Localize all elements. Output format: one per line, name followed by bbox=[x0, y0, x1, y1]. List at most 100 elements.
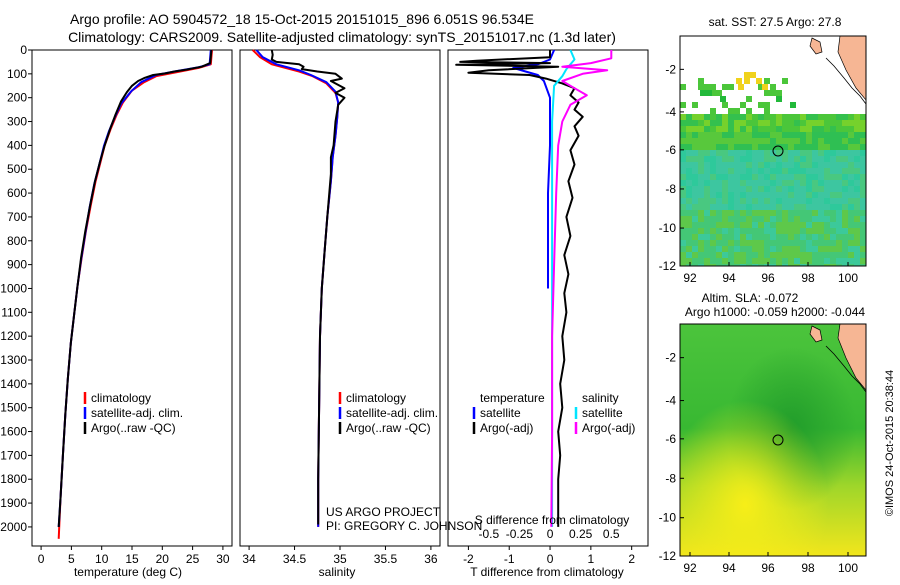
sst-cell bbox=[740, 162, 746, 168]
sst-cell bbox=[686, 228, 692, 234]
depth-tick-label: 900 bbox=[7, 258, 27, 272]
sst-cell bbox=[752, 246, 758, 252]
sst-cell bbox=[854, 180, 860, 186]
sst-cell bbox=[692, 168, 698, 174]
sst-cell bbox=[842, 156, 848, 162]
sst-cell bbox=[782, 78, 788, 84]
sst-cell bbox=[686, 174, 692, 180]
x-tick-label: 34 bbox=[242, 552, 256, 566]
sst-cell bbox=[836, 228, 842, 234]
sst-cell bbox=[722, 162, 728, 168]
sst-cell bbox=[770, 240, 776, 246]
sst-cell bbox=[686, 204, 692, 210]
sst-cell bbox=[788, 240, 794, 246]
sst-cell bbox=[788, 252, 794, 258]
sst-cell bbox=[698, 210, 704, 216]
sst-cell bbox=[728, 264, 734, 266]
sst-cell bbox=[854, 210, 860, 216]
sst-cell bbox=[764, 216, 770, 222]
sst-cell bbox=[860, 156, 866, 162]
sst-cell bbox=[812, 240, 818, 246]
sst-cell bbox=[842, 264, 848, 266]
sst-cell bbox=[728, 132, 734, 138]
sst-cell bbox=[704, 198, 710, 204]
sst-cell bbox=[848, 228, 854, 234]
sst-cell bbox=[830, 204, 836, 210]
sst-cell bbox=[794, 264, 800, 266]
sst-cell bbox=[728, 258, 734, 264]
S-tick-label: 0.25 bbox=[569, 527, 593, 541]
difference-xlabel-S: S difference from climatology bbox=[475, 513, 630, 527]
sst-cell bbox=[776, 114, 782, 120]
sst-cell bbox=[842, 216, 848, 222]
sst-cell bbox=[788, 162, 794, 168]
sst-cell bbox=[728, 216, 734, 222]
salinity-x-axis: 34 34.5 35 35.5 36 bbox=[242, 546, 438, 566]
sst-cell bbox=[818, 258, 824, 264]
sst-cell bbox=[812, 126, 818, 132]
sst-cell bbox=[752, 168, 758, 174]
sst-cell bbox=[692, 210, 698, 216]
sst-cell bbox=[680, 204, 686, 210]
sst-cell bbox=[770, 132, 776, 138]
sst-cell bbox=[764, 114, 770, 120]
sst-cell bbox=[842, 210, 848, 216]
sst-cell bbox=[710, 264, 716, 266]
sst-cell bbox=[854, 168, 860, 174]
sst-cell bbox=[686, 126, 692, 132]
sst-cell bbox=[758, 150, 764, 156]
sst-cell bbox=[836, 138, 842, 144]
map-y-tick-label: -8 bbox=[665, 182, 676, 196]
sla-map: Altim. SLA: -0.072 Argo h1000: -0.059 h2… bbox=[659, 291, 867, 575]
sst-cell bbox=[782, 234, 788, 240]
sst-cell bbox=[758, 204, 764, 210]
sst-cell bbox=[716, 240, 722, 246]
sst-cell bbox=[836, 240, 842, 246]
sst-cell bbox=[728, 162, 734, 168]
sst-cell bbox=[704, 246, 710, 252]
sst-cell bbox=[842, 222, 848, 228]
legend-argo-label: Argo(..raw -QC) bbox=[346, 421, 431, 435]
sst-cell bbox=[734, 120, 740, 126]
sst-cell bbox=[860, 264, 866, 266]
sst-cell bbox=[824, 198, 830, 204]
sst-cell bbox=[836, 114, 842, 120]
sst-cell bbox=[830, 168, 836, 174]
sst-cell bbox=[800, 198, 806, 204]
sst-cell bbox=[848, 138, 854, 144]
sst-cell bbox=[788, 132, 794, 138]
sst-cell bbox=[860, 162, 866, 168]
sst-cell bbox=[746, 246, 752, 252]
sst-cell bbox=[680, 168, 686, 174]
sst-cell bbox=[704, 180, 710, 186]
sst-cell bbox=[842, 144, 848, 150]
sst-cell bbox=[848, 258, 854, 264]
map-y-tick-label: -2 bbox=[665, 351, 676, 365]
sst-cell bbox=[800, 168, 806, 174]
sst-cell bbox=[722, 168, 728, 174]
sst-cell bbox=[770, 126, 776, 132]
sst-cell bbox=[854, 216, 860, 222]
S-tick-label: 0 bbox=[547, 527, 554, 541]
sst-cell bbox=[794, 228, 800, 234]
sst-cell bbox=[680, 102, 686, 108]
sst-cell bbox=[710, 144, 716, 150]
sst-cell bbox=[842, 204, 848, 210]
sst-cell bbox=[728, 126, 734, 132]
sst-cell bbox=[854, 138, 860, 144]
sst-cell bbox=[812, 198, 818, 204]
sst-cell bbox=[764, 174, 770, 180]
sst-cell bbox=[770, 120, 776, 126]
sst-cell bbox=[836, 252, 842, 258]
sst-cell bbox=[782, 126, 788, 132]
sst-cell bbox=[794, 162, 800, 168]
sst-cell bbox=[830, 126, 836, 132]
sst-cell bbox=[716, 168, 722, 174]
sst-cell bbox=[734, 180, 740, 186]
sst-cell bbox=[806, 240, 812, 246]
sst-cell bbox=[770, 204, 776, 210]
sst-cell bbox=[812, 210, 818, 216]
sst-cell bbox=[734, 132, 740, 138]
sst-cell bbox=[782, 258, 788, 264]
sst-cell bbox=[836, 144, 842, 150]
